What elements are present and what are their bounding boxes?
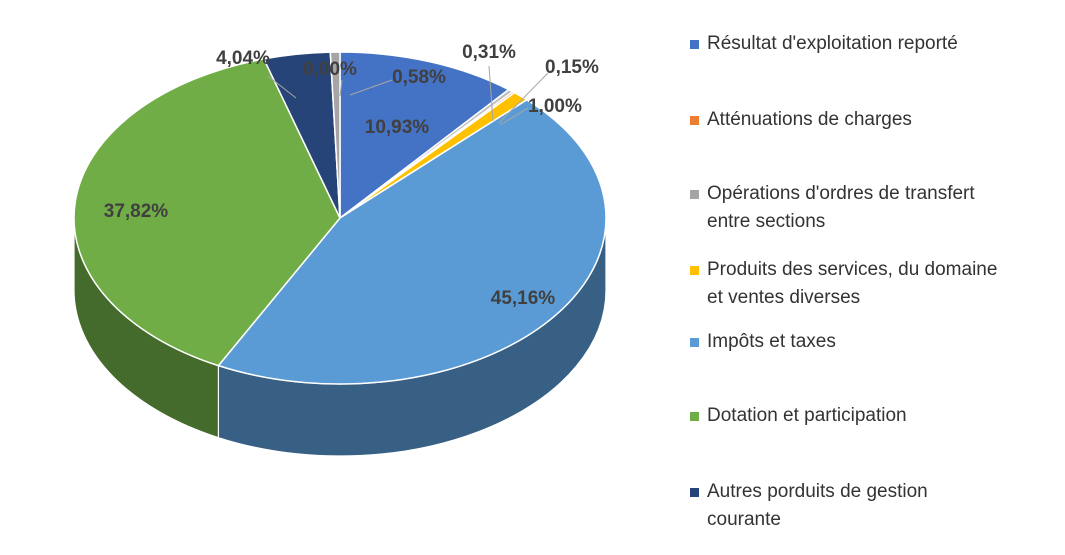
leader-line [498,72,549,124]
data-label: 0,31% [462,42,516,63]
legend-item: Résultat d'exploitation reporté [690,30,1060,58]
legend-swatch [690,116,699,125]
legend-label: Opérations d'ordres de transfert entre s… [707,183,975,232]
data-label: 10,93% [365,117,430,138]
leader-line [488,65,494,122]
legend-swatch [690,488,699,497]
legend-label: Dotation et participation [707,405,907,426]
legend-item: Atténuations de charges [690,106,1060,134]
data-label: 0,00% [303,59,357,80]
pie-slice [329,51,341,219]
pie-slice [217,98,607,385]
data-label: 0,58% [392,67,446,88]
data-label: 1,00% [528,96,582,117]
legend-swatch [690,40,699,49]
leader-line [499,107,529,126]
legend-swatch [690,266,699,275]
legend-swatch [690,190,699,199]
pie-slice [339,51,511,220]
pie-chart: 10,93% 0,31% 0,15% 1,00% 45,16% 37,82% 4,04% 0,… [73,42,607,457]
leader-line [349,79,393,96]
legend-item: Autres porduits de gestion courante [690,478,1060,534]
data-label: 4,04% [216,48,270,69]
legend-item: Impôts et taxes [690,328,1060,356]
legend-label: Atténuations de charges [707,109,912,130]
legend-swatch [690,338,699,347]
data-label: 45,16% [491,288,556,309]
leader-line [339,79,343,97]
legend-label: Autres porduits de gestion courante [707,481,928,530]
legend-label: Impôts et taxes [707,331,836,352]
leader-line [267,75,297,99]
data-label: 37,82% [104,201,169,222]
legend-label: Résultat d'exploitation reporté [707,33,958,54]
legend-item: Produits des services, du domaine et ven… [690,256,1060,312]
legend-item: Opérations d'ordres de transfert entre s… [690,180,1060,236]
legend-swatch [690,412,699,421]
pie-slice [73,58,341,367]
legend-item: Dotation et participation [690,402,1060,430]
legend-label: Produits des services, du domaine et ven… [707,259,998,308]
data-label: 0,15% [545,57,599,78]
